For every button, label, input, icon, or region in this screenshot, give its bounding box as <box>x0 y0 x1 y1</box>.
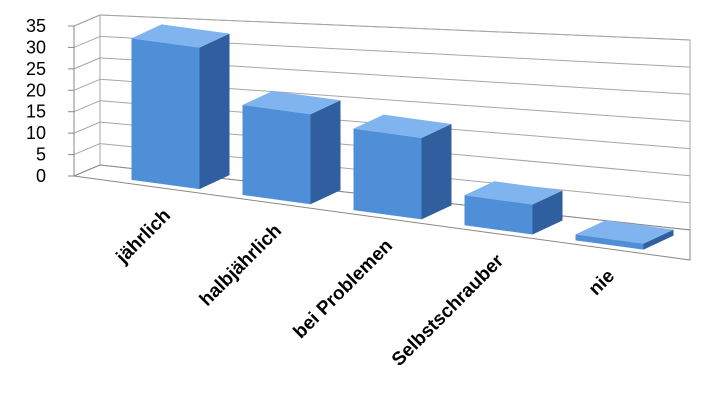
y-tick-label: 25 <box>26 59 46 79</box>
bar-side <box>310 100 341 205</box>
bar <box>353 114 452 220</box>
gridline <box>99 14 691 41</box>
bar-side <box>421 123 452 220</box>
bar-side <box>643 229 674 250</box>
gridline-side <box>73 78 101 91</box>
bar-side <box>199 33 230 190</box>
gridline-side <box>73 121 101 134</box>
bar-front <box>464 195 533 235</box>
side-wall <box>73 14 101 177</box>
bar-top <box>575 220 674 244</box>
bar-top <box>242 90 341 115</box>
y-tick-label: 20 <box>26 80 46 100</box>
y-tick-label: 10 <box>26 123 46 143</box>
bar-top <box>131 24 230 48</box>
bars <box>131 24 674 250</box>
gridline-side <box>73 35 101 48</box>
x-category-label: jährlich <box>112 205 175 268</box>
bar-top <box>353 114 452 138</box>
gridline-side <box>73 14 101 27</box>
x-category-label: nie <box>585 266 619 300</box>
bar <box>131 24 230 190</box>
bar <box>575 220 674 250</box>
bar <box>242 90 341 205</box>
bar <box>464 181 563 235</box>
y-tick-label: 5 <box>36 145 46 165</box>
y-tick-label: 35 <box>26 16 46 36</box>
x-category-label: bei Problemen <box>290 235 397 342</box>
bar-front <box>575 234 644 250</box>
y-tick-label: 30 <box>26 37 46 57</box>
bar-front <box>242 104 311 205</box>
gridline-side <box>73 57 101 70</box>
y-tick-label: 0 <box>36 166 46 186</box>
bar-front <box>131 38 200 190</box>
x-category-label: halbjährlich <box>196 220 286 310</box>
x-category-label: Selbstschrauber <box>388 250 509 371</box>
bar-front <box>353 128 422 220</box>
gridline-side <box>73 143 101 156</box>
gridline-side <box>73 100 101 113</box>
bar-top <box>464 181 563 205</box>
bar-side <box>532 190 563 235</box>
y-tick-label: 15 <box>26 102 46 122</box>
